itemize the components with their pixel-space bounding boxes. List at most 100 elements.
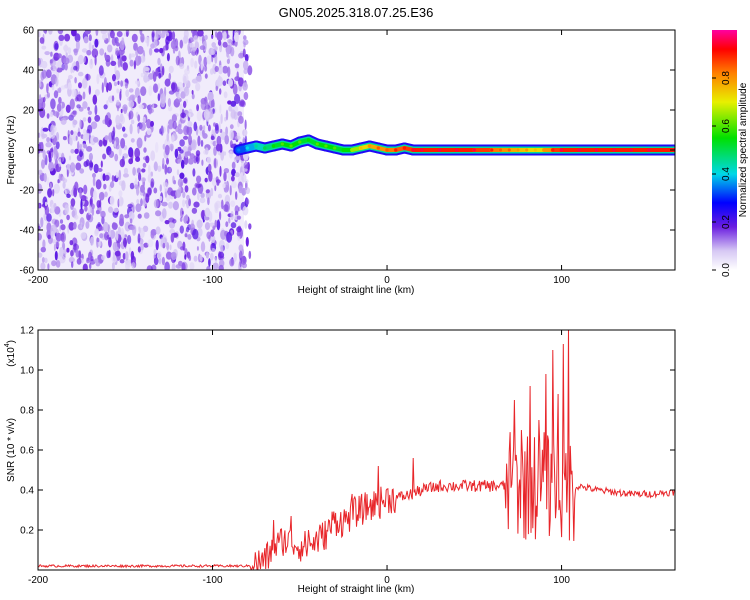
y-tick-label: -40 [20,226,35,237]
noise-blob [77,71,84,77]
noise-blob [57,179,60,184]
ridge-point [490,148,494,152]
y-tick-label: 20 [23,106,35,117]
noise-blob [243,60,249,70]
noise-blob [174,148,179,159]
noise-blob [85,221,90,229]
noise-blob [180,112,187,118]
noise-blob [160,93,166,104]
noise-blob [159,184,162,192]
noise-blob [228,105,233,112]
noise-blob [196,73,202,83]
noise-blob [89,198,92,205]
noise-blob [243,91,249,101]
noise-blob [115,50,120,56]
noise-blobs [38,30,253,270]
noise-blob [168,65,174,74]
noise-blob [244,220,248,229]
noise-blob [212,108,215,114]
noise-blob [242,129,248,137]
noise-blob [118,169,122,181]
noise-blob [228,150,233,159]
noise-blob [229,258,235,267]
noise-blob [130,250,135,260]
noise-blob [189,223,196,231]
noise-blob [64,62,68,71]
noise-blob [83,161,89,168]
ridge-point [306,138,311,142]
ridge-point [315,142,319,146]
noise-blob [46,113,50,119]
noise-blob [126,262,132,268]
noise-blob [64,44,68,53]
noise-blob [203,125,206,131]
noise-blob [162,242,166,249]
noise-blob [217,193,223,199]
noise-blob [172,201,179,211]
noise-blob [191,90,194,95]
noise-blob [88,206,91,216]
noise-blob [71,30,77,37]
noise-blob [207,197,210,206]
noise-blob [218,264,224,270]
noise-blob [90,121,98,130]
noise-blob [196,111,202,122]
noise-blob [134,87,140,98]
noise-blob [200,192,205,199]
noise-blob [244,135,248,145]
noise-blob [152,103,155,110]
noise-blob [183,177,188,184]
noise-blob [123,106,128,114]
noise-blob [155,239,159,251]
noise-blob [46,92,51,98]
noise-blob [159,47,164,54]
noise-blob [69,98,75,110]
noise-blob [104,174,110,181]
noise-blob [73,48,78,56]
noise-blob [59,246,64,258]
noise-blob [139,122,146,131]
noise-blob [53,111,60,117]
noise-blob [41,159,45,169]
noise-blob [119,158,126,168]
snr-background [38,330,675,570]
noise-blob [188,198,192,207]
noise-blob [56,103,62,112]
noise-blob [88,160,93,171]
noise-blob [76,94,83,102]
noise-blob [248,223,252,230]
noise-blob [170,233,175,243]
noise-blob [199,255,203,262]
noise-blob [75,39,80,51]
noise-blob [65,52,68,58]
noise-blob [83,184,88,195]
noise-blob [120,138,126,149]
noise-blob [242,205,249,216]
noise-blob [242,82,248,91]
noise-blob [195,150,201,157]
snr-scale-exponent: 4 [4,343,11,347]
noise-blob [96,237,100,243]
noise-blob [229,185,232,196]
noise-blob [208,170,213,182]
noise-blob [194,41,200,50]
noise-blob [95,179,102,190]
noise-blob [79,119,82,129]
noise-blob [72,119,78,126]
ridge-point [237,148,241,152]
noise-blob [183,86,190,97]
noise-blob [77,54,84,65]
noise-blob [103,183,107,190]
noise-blob [155,226,161,235]
noise-blob [196,246,199,251]
noise-blob [155,68,159,77]
noise-blob [197,227,203,237]
noise-blob [215,124,219,134]
noise-blob [118,48,125,56]
noise-blob [187,158,194,165]
noise-blob [117,80,120,85]
noise-blob [92,175,96,187]
noise-blob [129,94,136,100]
noise-blob [55,232,62,242]
noise-blob [153,199,159,209]
